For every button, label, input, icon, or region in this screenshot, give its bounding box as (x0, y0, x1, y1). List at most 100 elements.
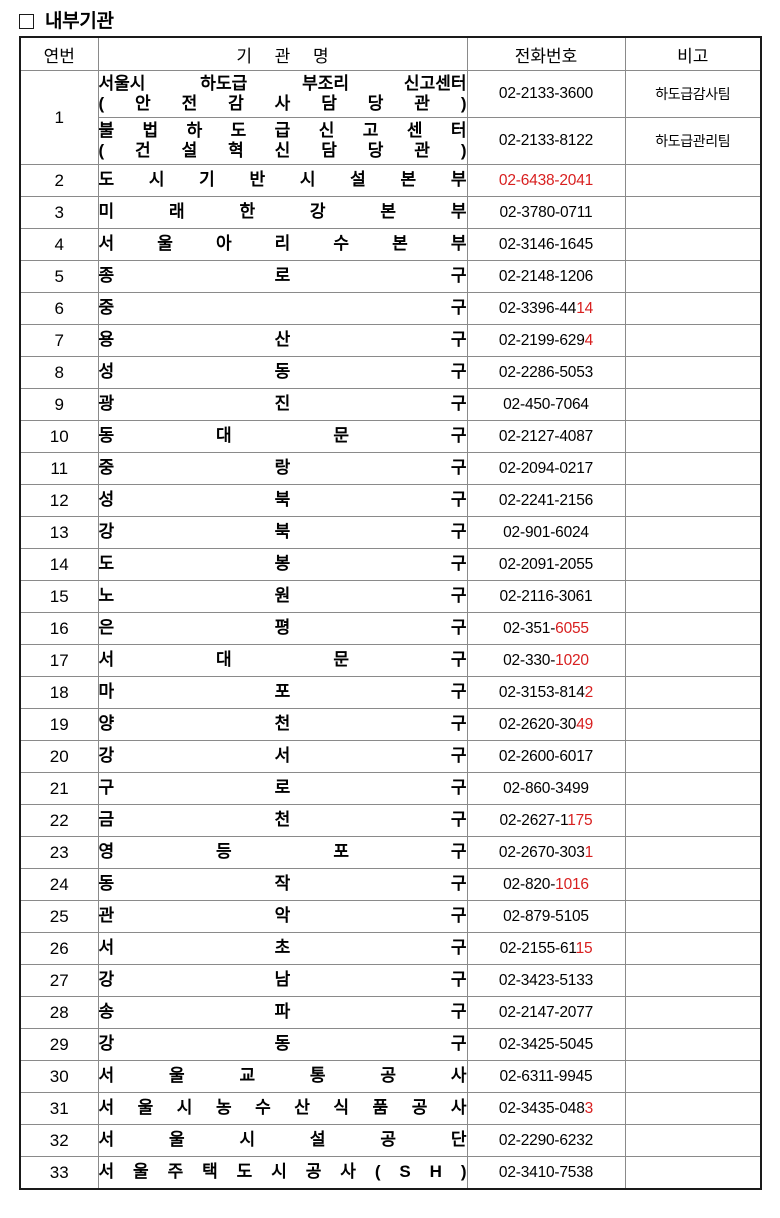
row-number-cell: 6 (19, 292, 99, 325)
phone-number-cell: 02-3435-0483 (466, 1092, 626, 1125)
table-row: 16 은 평 구 02-351-6055 (19, 612, 762, 645)
phone-black-part: 02-901-6024 (503, 523, 589, 541)
phone-number-cell: 02-2133-3600 (466, 70, 626, 118)
organization-name-text: 강 북 구 (98, 522, 467, 542)
empty-checkbox-icon (19, 14, 34, 29)
row-number-cell: 27 (19, 964, 99, 997)
phone-red-part: 175 (567, 811, 593, 829)
organization-name-cell: 광 진 구 (97, 388, 468, 421)
column-header-remark: 비고 (624, 36, 762, 71)
row-number-cell: 19 (19, 708, 99, 741)
row-number-cell: 3 (19, 196, 99, 229)
phone-black-part: 02-2670-303 (498, 843, 585, 861)
organization-name-cell: 강 북 구 (97, 516, 468, 549)
table-row: 20 강 서 구 02-2600-6017 (19, 740, 762, 773)
organization-name-cell: 강 서 구 (97, 740, 468, 773)
table-row: 30 서 울 교 통 공 사 02-6311-9945 (19, 1060, 762, 1093)
phone-number-cell: 02-2116-3061 (466, 580, 626, 613)
organization-name-text: 종 로 구 (98, 266, 467, 286)
organization-name-cell: 서 대 문 구 (97, 644, 468, 677)
phone-number-cell: 02-2620-3049 (466, 708, 626, 741)
remark-cell (624, 516, 762, 549)
phone-red-part: 4 (584, 331, 594, 349)
row-number-cell: 13 (19, 516, 99, 549)
row-number-cell: 4 (19, 228, 99, 261)
phone-number-cell: 02-6438-2041 (466, 164, 626, 197)
phone-black-part: 02-2148-1206 (498, 267, 594, 285)
remark-cell (624, 1060, 762, 1093)
organization-name-text: 영 등 포 구 (98, 842, 467, 862)
organization-name-line: ( 건 설 혁 신 담 당 관 ) (98, 141, 467, 160)
row-number-cell: 30 (19, 1060, 99, 1093)
phone-number-cell: 02-330-1020 (466, 644, 626, 677)
phone-red-part: 3 (584, 1099, 594, 1117)
organization-name-line: 불 법 하 도 급 신 고 센 터 (98, 120, 467, 140)
table-container: 연번 기 관 명 전화번호 비고 1 서울시 하도급 부조리 신고센터( 안 전 … (0, 36, 780, 1190)
organization-name-text: 불 법 하 도 급 신 고 센 터( 건 설 혁 신 담 당 관 ) (99, 121, 467, 161)
remark-cell (624, 996, 762, 1029)
row-number-cell: 15 (19, 580, 99, 613)
organization-name-cell: 서 울 교 통 공 사 (97, 1060, 468, 1093)
row-number-cell: 29 (19, 1028, 99, 1061)
row-number-cell: 17 (19, 644, 99, 677)
table-row: 1 서울시 하도급 부조리 신고센터( 안 전 감 사 담 당 관 ) 02-213… (19, 70, 762, 165)
remark-cell (624, 740, 762, 773)
organization-name-text: 동 대 문 구 (98, 426, 467, 446)
phone-black-part: 02-3146-1645 (498, 235, 594, 253)
phone-black-part: 02-3780-0711 (499, 203, 593, 221)
organization-name-text: 광 진 구 (98, 394, 467, 414)
organization-name-cell: 불 법 하 도 급 신 고 센 터( 건 설 혁 신 담 당 관 ) (97, 117, 468, 165)
organization-name-cell: 중 랑 구 (97, 452, 468, 485)
organization-name-text: 마 포 구 (98, 682, 467, 702)
organization-name-text: 관 악 구 (98, 906, 467, 926)
organization-name-text: 송 파 구 (98, 1002, 467, 1022)
column-header-name: 기 관 명 (97, 36, 468, 71)
organization-name-cell: 노 원 구 (97, 580, 468, 613)
organization-contact-table: 연번 기 관 명 전화번호 비고 1 서울시 하도급 부조리 신고센터( 안 전 … (19, 36, 762, 1190)
organization-name-text: 노 원 구 (98, 586, 467, 606)
remark-cell (624, 324, 762, 357)
phone-number-cell: 02-3396-4414 (466, 292, 626, 325)
organization-name-text: 동 작 구 (98, 874, 467, 894)
phone-number-cell: 02-2094-0217 (466, 452, 626, 485)
phone-number-cell: 02-3423-5133 (466, 964, 626, 997)
organization-name-text: 금 천 구 (98, 810, 467, 830)
row-number-cell: 8 (19, 356, 99, 389)
phone-black-part: 02-351- (503, 619, 556, 637)
phone-black-part: 02-2091-2055 (498, 555, 594, 573)
phone-black-part: 02-3153-814 (498, 683, 585, 701)
phone-red-part: 1016 (555, 875, 589, 893)
remark-cell (624, 388, 762, 421)
table-row: 19 양 천 구 02-2620-3049 (19, 708, 762, 741)
table-row: 11 중 랑 구 02-2094-0217 (19, 452, 762, 485)
phone-number-cell: 02-2290-6232 (466, 1124, 626, 1157)
organization-name-cell: 강 동 구 (97, 1028, 468, 1061)
remark-cell (624, 452, 762, 485)
row-number-cell: 31 (19, 1092, 99, 1125)
phone-black-part: 02-2147-2077 (498, 1003, 594, 1021)
remark-cell (624, 356, 762, 389)
organization-name-cell: 마 포 구 (97, 676, 468, 709)
remark-cell (624, 196, 762, 229)
phone-number-cell: 02-450-7064 (466, 388, 626, 421)
phone-number-cell: 02-820-1016 (466, 868, 626, 901)
organization-name-text: 서 울 시 설 공 단 (98, 1130, 467, 1150)
phone-black-part: 02-2116-3061 (499, 587, 593, 605)
phone-number-cell: 02-3146-1645 (466, 228, 626, 261)
remark-cell (624, 420, 762, 453)
phone-black-part: 02-3410-7538 (498, 1163, 594, 1181)
phone-number-cell: 02-2147-2077 (466, 996, 626, 1029)
organization-name-text: 강 서 구 (98, 746, 467, 766)
organization-name-text: 구 로 구 (98, 778, 467, 798)
phone-black-part: 02-820- (503, 875, 556, 893)
row-number-cell: 23 (19, 836, 99, 869)
table-row: 24 동 작 구 02-820-1016 (19, 868, 762, 901)
row-number-cell: 1 (19, 70, 99, 165)
phone-red-part: 15 (575, 939, 593, 957)
remark-cell (624, 836, 762, 869)
phone-number-cell: 02-3780-0711 (466, 196, 626, 229)
remark-cell (624, 964, 762, 997)
row-number-cell: 28 (19, 996, 99, 1029)
